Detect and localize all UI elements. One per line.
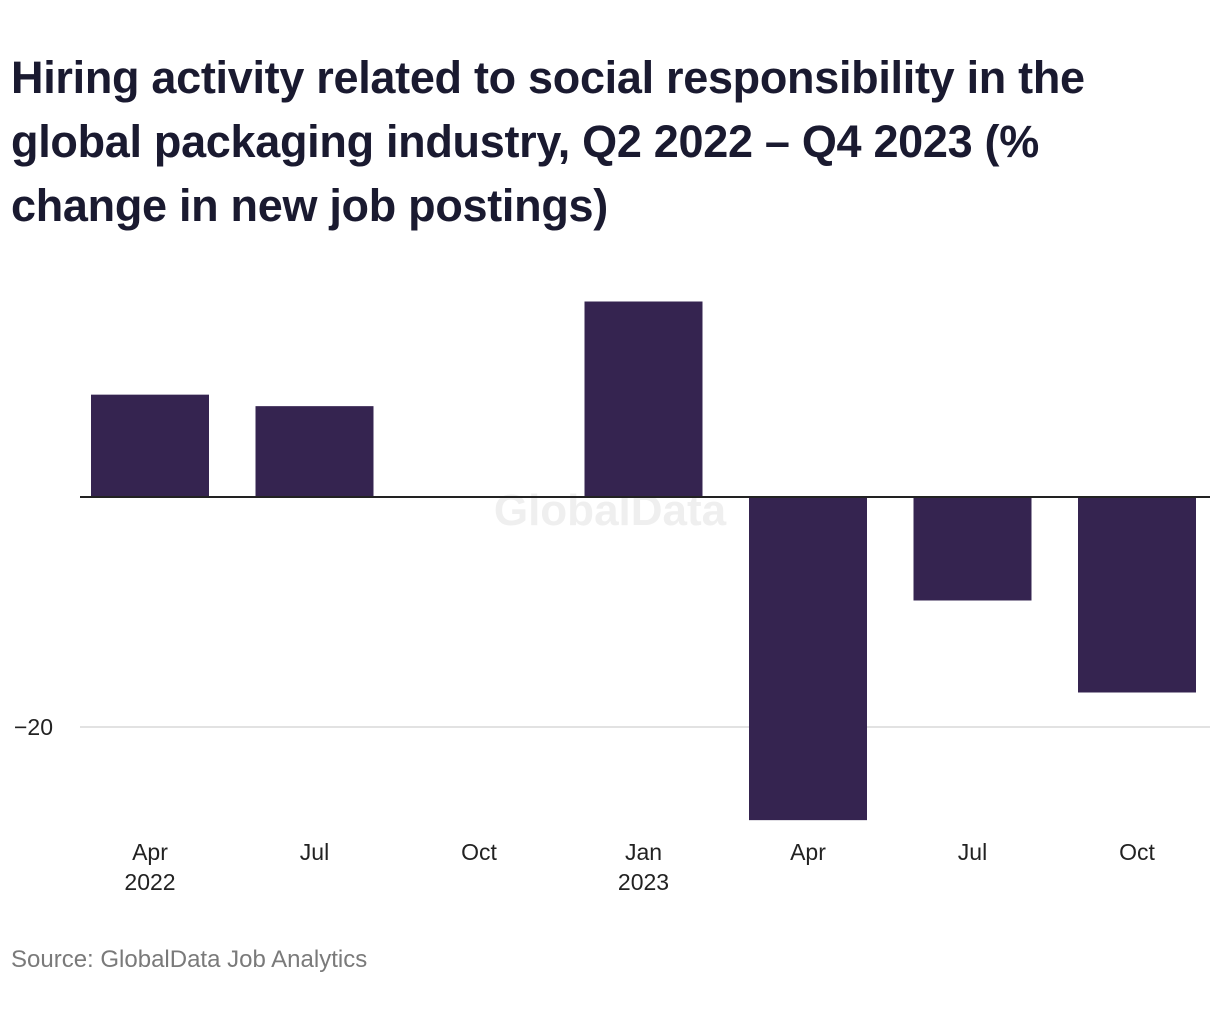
- x-tick-label: Oct: [1119, 839, 1155, 865]
- x-tick-label: Apr: [790, 839, 826, 865]
- bar-layer: [91, 301, 1196, 821]
- x-tick-label: Jan: [625, 839, 662, 865]
- bar-jan-2023: [584, 301, 703, 497]
- source-note: Source: GlobalData Job Analytics: [11, 946, 368, 973]
- bar-jul-2022: [255, 406, 374, 497]
- y-axis-ticks: −20: [14, 714, 53, 740]
- x-tick-label: Apr: [132, 839, 168, 865]
- x-axis-ticks: Apr 2022 Jul Oct Jan 2023 Apr Jul Oct: [124, 839, 1155, 895]
- x-tick-label: Jul: [958, 839, 987, 865]
- x-tick-label: Oct: [461, 839, 497, 865]
- x-tick-year-label: 2023: [618, 869, 669, 895]
- chart-title: Hiring activity related to social respon…: [11, 52, 1085, 231]
- bar-oct-2023: [1078, 497, 1196, 693]
- y-tick-label: −20: [14, 714, 53, 740]
- x-tick-label: Jul: [300, 839, 329, 865]
- x-tick-year-label: 2022: [124, 869, 175, 895]
- bar-apr-2023: [749, 497, 867, 821]
- bar-jul-2023: [913, 497, 1032, 601]
- bar-apr-2022: [91, 394, 209, 497]
